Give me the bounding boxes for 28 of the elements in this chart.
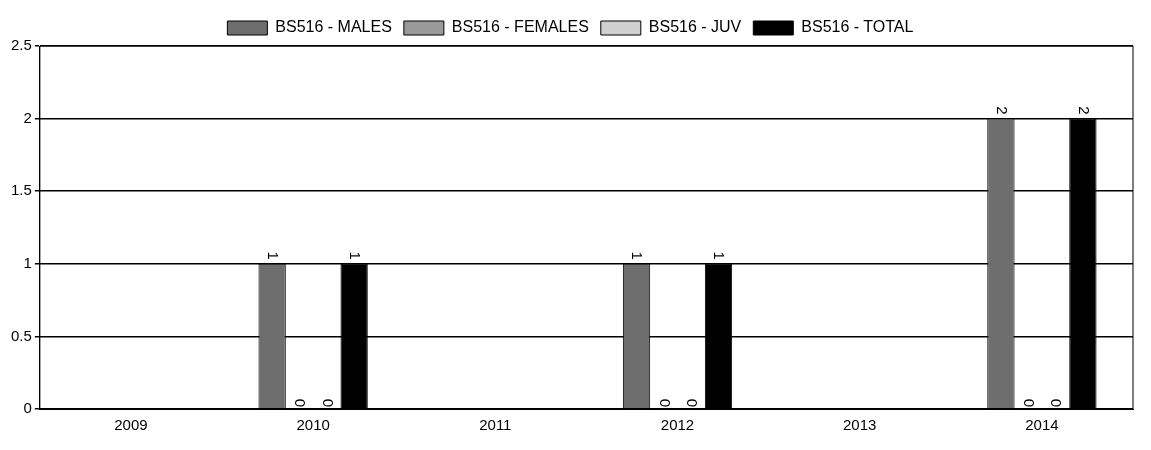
legend-label: BS516 - JUV [648,18,742,36]
legend-label: BS516 - FEMALES [451,18,589,36]
y-tick-label: 2 [23,108,32,126]
y-tick-label: 0 [23,399,32,417]
x-tick-label: 2011 [479,416,512,434]
y-tick-label: 2.5 [10,36,32,54]
data-label: 0 [684,398,702,407]
data-label: 2 [993,106,1011,115]
legend-label: BS516 - TOTAL [801,18,914,36]
data-label: 0 [1021,398,1039,407]
y-tick-label: 1 [23,253,32,271]
data-label: 2 [1075,106,1093,115]
x-tick-label: 2012 [660,416,695,434]
data-label: 0 [1048,398,1066,407]
y-tick-label: 1.5 [10,181,32,199]
x-tick-label: 2014 [1025,416,1059,434]
legend-label: BS516 - MALES [275,18,392,36]
data-label: 0 [656,398,674,407]
y-tick-label: 0.5 [10,326,32,344]
data-label: 1 [265,251,283,260]
data-label: 1 [711,251,729,260]
data-label: 0 [319,398,337,407]
x-tick-label: 2010 [296,416,330,434]
x-tick-label: 2009 [114,416,148,434]
x-tick-label: 2013 [843,416,877,434]
data-label: 1 [629,251,647,260]
data-label: 1 [346,251,364,260]
data-label: 0 [292,398,310,407]
